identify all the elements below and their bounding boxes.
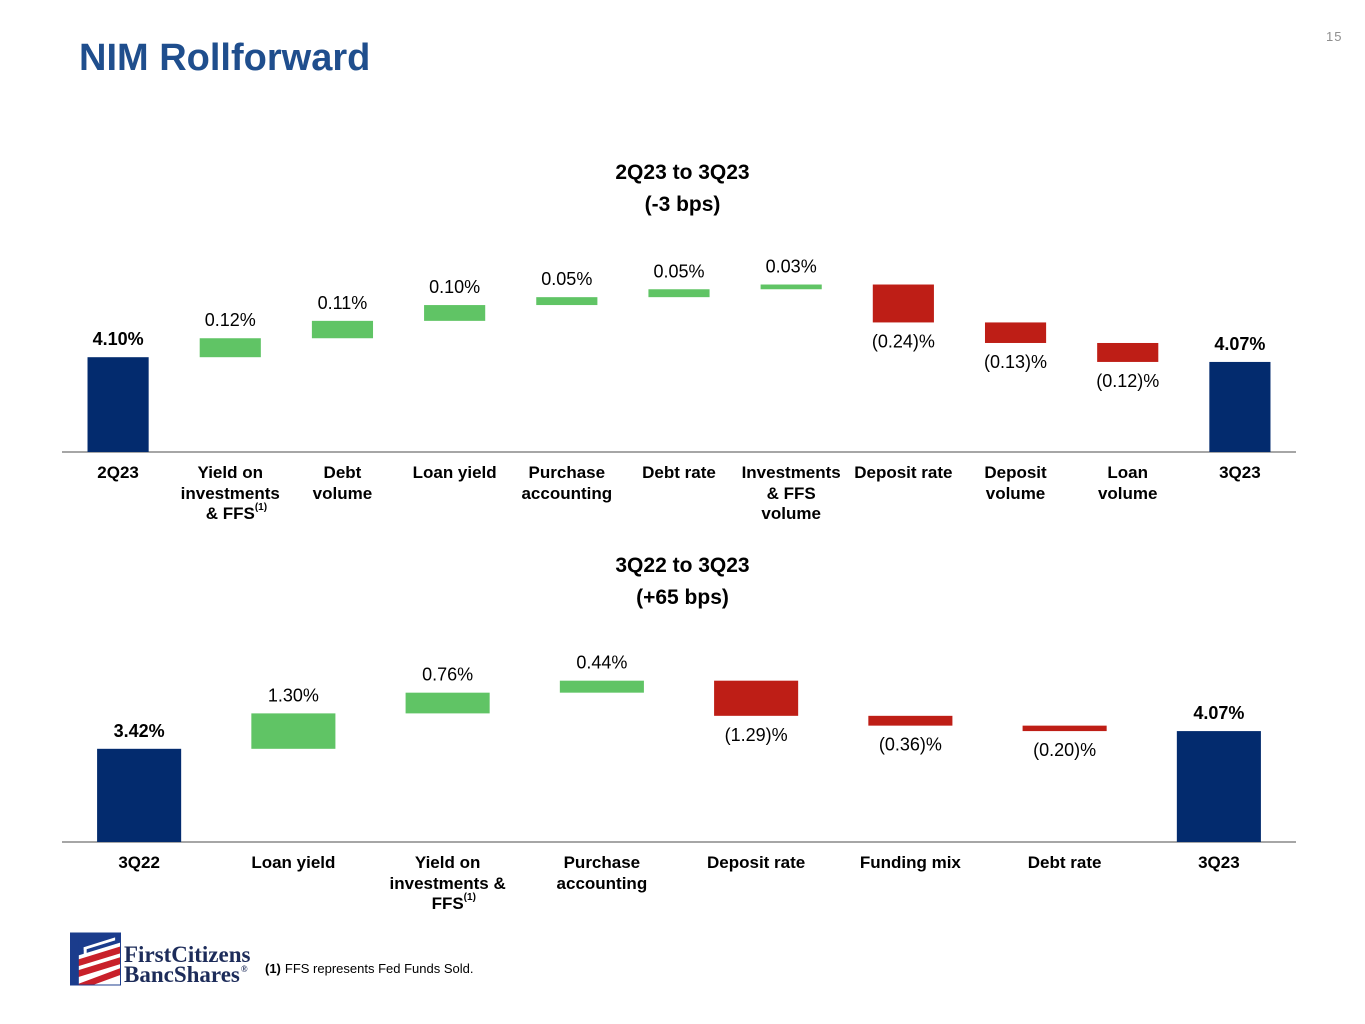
chart-subtitle: (-3 bps) [644,193,721,216]
chart-subtitle: (+65 bps) [636,586,729,609]
category-label-2q23: 2Q23 [62,463,174,484]
category-label-loan-yield: Loan yield [216,853,370,874]
waterfall-chart-3q22-to-3q23: 3.42% 1.30% 0.76% 0.44% (1.29)% (0.36)% (0.20)… [62,653,1296,843]
bar-yield-on-investments-ffs [199,338,261,358]
bar-deposit-rate [872,284,934,323]
footnote-text: FFS represents Fed Funds Sold. [284,961,474,976]
category-label-loan-volume: Loan volume [1072,463,1184,504]
category-label-text: Funding mix [859,853,961,872]
chart-header-2q23-to-3q23: 2Q23 to 3Q23 (-3 bps) [0,157,1365,221]
chart-title: 2Q23 to 3Q23 [615,161,750,184]
category-label-funding-mix: Funding mix [833,853,987,874]
category-label-text: Deposit rate [854,463,953,482]
category-label-purchase-accounting: Purchase accounting [511,463,623,504]
category-label-text: 3Q23 [1198,853,1240,872]
data-label-loan-yield: 1.30% [268,685,319,705]
footnote-marker: (1) [265,961,281,976]
flag-emblem-icon [70,932,121,986]
data-label-3q23: 4.07% [1214,334,1265,354]
page-title: NIM Rollforward [79,37,371,79]
waterfall-chart-2q23-to-3q23: 4.10% 0.12% 0.11% 0.10% 0.05% 0.05% 0.03% (0.24… [62,257,1296,453]
bar-deposit-volume [984,322,1047,343]
data-label-debt-volume: 0.11% [318,293,368,313]
category-label-debt-rate: Debt rate [988,853,1142,874]
category-label-deposit-rate: Deposit rate [679,853,833,874]
data-label-3q23: 4.07% [1193,703,1244,723]
category-label-text: Yield on investments & FFS [180,463,280,523]
category-label-debt-rate: Debt rate [623,463,735,484]
category-label-text: 3Q23 [1219,463,1261,482]
bar-loan-yield [251,713,336,749]
bar-deposit-rate [714,680,799,716]
category-label-3q23: 3Q23 [1184,463,1296,484]
bar-3q23 [1176,731,1261,842]
category-label-text: Loan yield [412,463,497,482]
data-label-deposit-rate: (0.24)% [872,331,935,351]
logo-text-bancshares-word: BancShares [124,962,240,987]
page-number: 15 [1326,29,1343,44]
bar-investments-ffs-volume [760,284,822,290]
bar-debt-volume [311,320,374,339]
category-label-text: Loan yield [251,853,336,872]
bar-debt-rate [648,289,710,298]
category-label-3q22: 3Q22 [62,853,216,874]
data-label-purchase-accounting: 0.05% [541,269,592,289]
bar-3q23 [1209,361,1271,452]
data-label-funding-mix: (0.36)% [879,735,942,755]
data-label-deposit-rate: (1.29)% [725,725,788,745]
category-label-yield-on-investments-ffs: Yield on investments & FFS(1) [180,463,280,523]
category-label-text: 3Q22 [118,853,160,872]
category-label-text: Investments & FFS volume [741,463,841,523]
category-label-text: Debt rate [1027,853,1102,872]
logo-text-first-citizens: FirstCitizens [124,942,251,967]
chart-title: 3Q22 to 3Q23 [615,554,750,577]
bar-yield-on-investments-ffs [405,692,490,714]
data-label-deposit-volume: (0.13)% [984,352,1047,372]
category-label-text: Debt rate [642,463,716,482]
data-label-2q23: 4.10% [93,329,144,349]
category-label-loan-yield: Loan yield [399,463,511,484]
category-label-text: Debt volume [312,463,373,503]
bar-debt-rate [1022,725,1107,732]
data-label-yield-on-investments-ffs: 0.76% [422,665,473,685]
bar-purchase-accounting [559,680,644,693]
data-label-purchase-accounting: 0.44% [576,653,627,673]
data-label-investments-ffs-volume: 0.03% [766,257,817,277]
bar-3q22 [97,748,182,842]
chart-header-3q22-to-3q23: 3Q22 to 3Q23 (+65 bps) [0,550,1365,614]
category-label-purchase-accounting: Purchase accounting [525,853,679,894]
category-label-investments-ffs-volume: Investments & FFS volume [735,463,847,525]
category-label-3q23: 3Q23 [1142,853,1296,874]
data-label-debt-rate: (0.20)% [1033,740,1096,760]
data-label-loan-yield: 0.10% [429,277,480,297]
bar-2q23 [87,357,149,452]
category-label-text: Yield on investments & FFS [389,853,506,913]
category-label-debt-volume: Debt volume [286,463,398,504]
category-label-text: Deposit rate [707,853,806,872]
data-label-loan-volume: (0.12)% [1096,371,1159,391]
category-label-yield-on-investments-ffs: Yield on investments & FFS(1) [389,853,506,913]
data-label-yield-on-investments-ffs: 0.12% [205,310,256,330]
category-label-deposit-rate: Deposit rate [847,463,959,484]
data-label-debt-rate: 0.05% [653,261,704,281]
logo-text-bancshares: BancShares® [124,962,248,989]
registered-mark: ® [240,964,248,974]
category-label-deposit-volume: Deposit volume [959,463,1071,504]
bar-loan-volume [1097,342,1159,362]
bar-funding-mix [868,715,953,726]
category-label-text: Purchase accounting [521,463,613,503]
data-label-3q22: 3.42% [114,721,165,741]
category-label-text: 2Q23 [97,463,139,482]
category-label-text: Loan volume [1097,463,1158,503]
bar-loan-yield [424,305,486,321]
bar-purchase-accounting [536,297,598,306]
category-label-text: Purchase accounting [556,853,648,893]
footnote: (1) FFS represents Fed Funds Sold. [265,961,473,977]
category-label-text: Deposit volume [984,463,1047,503]
